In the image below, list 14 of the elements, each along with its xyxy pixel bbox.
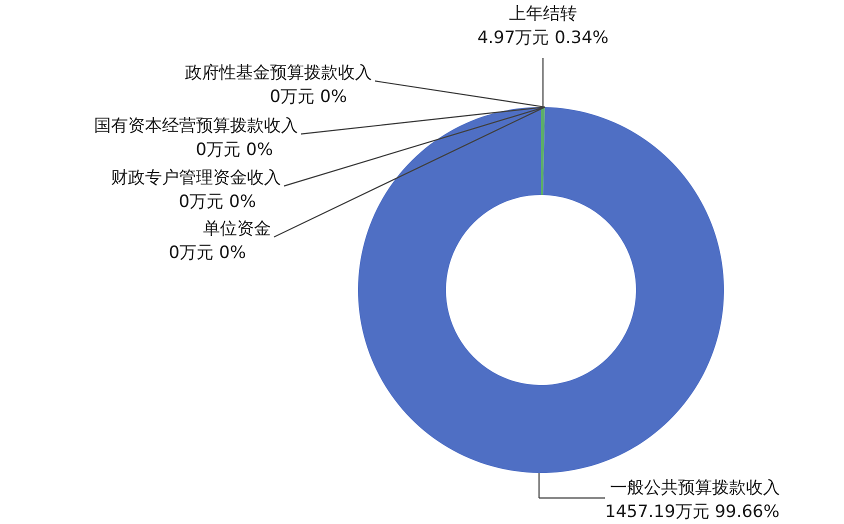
- category-label: 政府性基金预算拨款收入: [185, 63, 372, 83]
- category-label: 国有资本经营预算拨款收入: [94, 116, 298, 136]
- text: 0万元 0%: [196, 140, 273, 160]
- slice-label: 一般公共预算拨款收入: [610, 478, 780, 498]
- text: 0万元 0%: [270, 87, 347, 107]
- donut-slice: [541, 107, 545, 196]
- text: 0万元 0%: [178, 192, 256, 212]
- data-label: 4.97万元 0.34%: [477, 28, 609, 48]
- slice-label: 上年结转: [508, 4, 577, 24]
- data-label: 1457.19万元 99.66%: [605, 502, 780, 522]
- donut-slice: [358, 107, 724, 473]
- category-label: 单位资金: [203, 219, 271, 239]
- category-label: 财政专户管理资金收入: [111, 168, 281, 188]
- text: 0万元 0%: [168, 243, 246, 263]
